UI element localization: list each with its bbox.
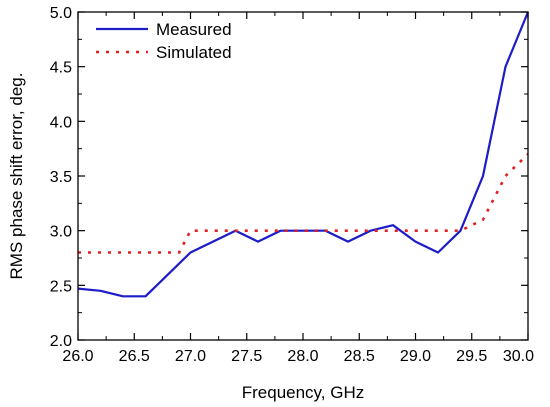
plot-frame (77, 11, 529, 341)
legend: Measured Simulated (96, 20, 232, 62)
x-tick-label: 27.5 (231, 348, 262, 365)
y-tick-label: 3.5 (50, 169, 72, 186)
series-line-measured (77, 11, 530, 298)
x-tick-label: 28.0 (287, 348, 318, 365)
x-tick-label: 27.0 (175, 348, 206, 365)
x-tick-label: 28.5 (344, 348, 375, 365)
x-tick-label: 29.0 (400, 348, 431, 365)
y-axis-title: RMS phase shift error, deg. (7, 73, 26, 280)
series-line-simulated (78, 153, 529, 254)
legend-label-measured: Measured (156, 20, 232, 39)
x-tick-label: 30.0 (503, 348, 534, 365)
x-axis-title: Frequency, GHz (242, 383, 365, 402)
y-tick-label: 4.5 (50, 60, 72, 77)
y-tick-label: 5.0 (50, 5, 72, 22)
y-axis-ticks: 2.0 2.5 3.0 3.5 4.0 4.5 5.0 (50, 5, 528, 350)
y-tick-label: 3.0 (50, 224, 72, 241)
x-axis-ticks: 26.0 26.5 27.0 27.5 28.0 28.5 29.0 29.5 30.0 (62, 12, 534, 365)
plot-series (77, 11, 530, 298)
x-tick-label: 26.5 (119, 348, 150, 365)
x-tick-label: 29.5 (456, 348, 487, 365)
y-tick-label: 2.0 (50, 333, 72, 350)
y-tick-label: 2.5 (50, 278, 72, 295)
legend-label-simulated: Simulated (156, 43, 232, 62)
x-tick-label: 26.0 (62, 348, 93, 365)
y-tick-label: 4.0 (50, 114, 72, 131)
